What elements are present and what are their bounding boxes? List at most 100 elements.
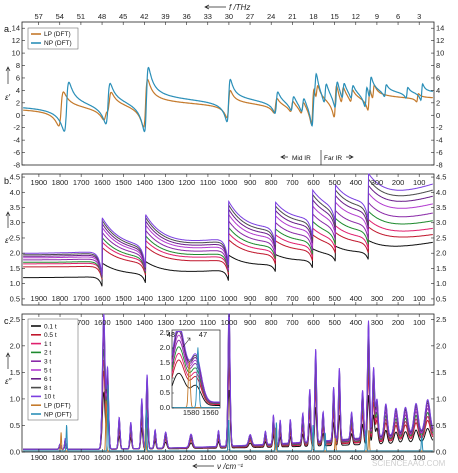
x-tick-label-top: 200	[392, 178, 405, 187]
y-tick-label-left: 1.0	[10, 279, 20, 288]
x-tick-label-top: 600	[307, 178, 320, 187]
x-tick-label-bottom: 1900	[31, 294, 48, 303]
y-tick-label-right: 2	[436, 98, 440, 107]
y-tick-label-left: 2.0	[10, 249, 20, 258]
top-tick-label: 48	[98, 12, 106, 21]
x-tick-label-bottom: 1100	[200, 453, 216, 462]
x-tick-label-bottom: 300	[371, 453, 384, 462]
top-tick-label: 57	[34, 12, 42, 21]
inset-plot: 2.5 2.0 1.5 1.0 0.5 0.0 1580 1560 48 47	[160, 328, 221, 417]
x-tick-label-bottom: 200	[392, 294, 405, 303]
inset-series-2	[171, 352, 220, 405]
x-tick-label-top: 1000	[221, 318, 238, 327]
legend-c: 0.1 t 0.5 t 1 t 2 t 3 t5 t 6 t 8 t 10 t LP (DFT)…	[27, 318, 79, 421]
x-tick-label-bottom: 1400	[136, 453, 153, 462]
far-ir-arrow	[346, 154, 354, 160]
y-tick-label-left: 1.5	[10, 264, 20, 273]
y-tick-label-right: 1.5	[436, 264, 446, 273]
top-tick-label: 42	[140, 12, 148, 21]
x-tick-label-top: 1100	[200, 318, 216, 327]
y-tick-label-right: 3.5	[436, 203, 446, 212]
y-tick-label-right: -2	[436, 123, 443, 132]
x-tick-label-top: 1500	[115, 178, 132, 187]
x-tick-label-bottom: 500	[328, 453, 341, 462]
x-tick-label-bottom: 700	[286, 294, 299, 303]
ylabel-arrow-b	[5, 211, 11, 228]
top-tick-label: 9	[375, 12, 379, 21]
y-tick-label-right: 2.5	[436, 233, 446, 242]
legend-a-lp-label: LP (DFT)	[44, 31, 71, 38]
y-tick-label-right: 0	[436, 111, 440, 120]
x-tick-label-bottom: 1700	[73, 294, 90, 303]
panel-c-ylabel: ε″	[5, 377, 13, 386]
y-tick-label-left: 3.0	[10, 218, 20, 227]
y-tick-label-right: 0.5	[436, 421, 446, 430]
inset-series-1	[171, 359, 220, 405]
x-tick-label-bottom: 700	[286, 453, 299, 462]
legend-c-label: 8 t	[44, 385, 51, 392]
y-tick-label-left: 3.5	[10, 203, 20, 212]
panel-a-series-1	[23, 66, 433, 133]
y-tick-label-right: 2.0	[436, 249, 446, 258]
legend-c-label: 0.1 t	[44, 323, 57, 330]
y-tick-label-right: 14	[436, 24, 444, 33]
inset-y-tick-label: 2.0	[160, 343, 170, 352]
top-tick-label: 45	[119, 12, 127, 21]
x-tick-label-bottom: 1200	[178, 294, 195, 303]
x-tick-label-top: 1700	[73, 178, 90, 187]
y-tick-label-left: -6	[13, 148, 20, 157]
x-tick-label-top: 100	[413, 178, 426, 187]
x-tick-label-top: 1400	[136, 178, 153, 187]
y-tick-label-left: 0.5	[10, 294, 20, 303]
panel-a-frame	[21, 21, 435, 166]
bottom-axis-label: ν /cm⁻¹	[217, 462, 243, 471]
y-tick-label-left: 1.0	[10, 394, 20, 403]
y-tick-label-left: 0.0	[10, 448, 20, 457]
inset-series-0	[171, 372, 220, 406]
x-tick-label-top: 800	[265, 318, 278, 327]
top-tick-label: 12	[352, 12, 360, 21]
x-tick-label-top: 300	[371, 178, 384, 187]
x-tick-label-top: 900	[244, 178, 257, 187]
top-tick-label: 30	[225, 12, 233, 21]
x-tick-label-top: 1300	[157, 178, 174, 187]
panel-b-frame	[21, 173, 435, 306]
x-tick-label-top: 1800	[52, 178, 69, 187]
legend-c-label: 2 t	[44, 350, 51, 357]
ylabel-arrow-a	[5, 66, 11, 84]
x-tick-label-bottom: 200	[392, 453, 405, 462]
inset-series-3	[171, 346, 220, 405]
x-tick-label-bottom: 1300	[157, 294, 174, 303]
y-tick-label-left: 4	[16, 86, 20, 95]
y-tick-label-right: 12	[436, 36, 444, 45]
inset-top-tick-label: 47	[199, 330, 207, 339]
panel-a-plot	[23, 66, 433, 133]
y-tick-label-left: -4	[13, 136, 20, 145]
y-tick-label-right: 8	[436, 61, 440, 70]
x-tick-label-bottom: 800	[265, 294, 278, 303]
y-tick-label-left: 4.0	[10, 188, 20, 197]
x-tick-label-top: 400	[350, 178, 363, 187]
top-axis-label: f /THz	[229, 3, 250, 12]
x-tick-label-bottom: 1600	[94, 294, 111, 303]
top-tick-label: 15	[330, 12, 338, 21]
x-tick-label-bottom: 1000	[221, 453, 238, 462]
top-tick-label: 3	[417, 12, 421, 21]
x-tick-label-top: 1700	[73, 318, 90, 327]
top-tick-label: 36	[182, 12, 190, 21]
legend-c-label: 10 t	[44, 394, 55, 401]
panel-a-ylabel: ε′	[5, 93, 11, 102]
x-tick-label-top: 1200	[178, 318, 195, 327]
x-tick-label-bottom: 1500	[115, 453, 132, 462]
mid-ir-label: Mid IR	[292, 155, 311, 162]
panel-b-series-0	[23, 239, 433, 287]
x-tick-label-top: 600	[307, 318, 320, 327]
x-tick-label-bottom: 400	[350, 453, 363, 462]
x-tick-label-top: 1100	[200, 178, 216, 187]
y-tick-label-right: 1.5	[436, 368, 446, 377]
y-tick-label-left: -8	[13, 161, 20, 170]
y-tick-label-left: 12	[12, 36, 20, 45]
y-tick-label-right: 10	[436, 49, 444, 58]
y-tick-label-left: 8	[16, 61, 20, 70]
